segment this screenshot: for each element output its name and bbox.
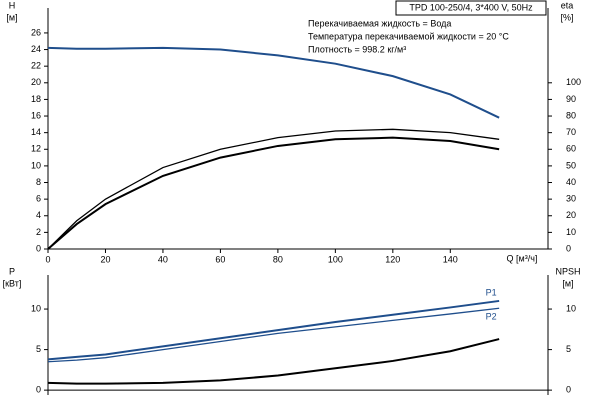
annotation: Температура перекачиваемой жидкости = 20…	[308, 31, 509, 41]
y-tick-label: 12	[31, 144, 41, 154]
y2-tick-label: 5	[566, 344, 571, 354]
curve	[47, 46, 500, 119]
y-tick-label: 14	[31, 127, 41, 137]
y2-tick-label: 50	[566, 160, 576, 170]
y2-tick-label: 70	[566, 127, 576, 137]
y2-axis-label: [%]	[560, 12, 573, 22]
y-tick-label: 26	[31, 27, 41, 37]
y-axis-label: [кВт]	[3, 278, 22, 288]
y2-tick-label: 80	[566, 110, 576, 120]
y2-tick-label: 100	[566, 77, 581, 87]
y2-axis-label: NPSH	[555, 266, 580, 276]
y2-tick-label: 0	[566, 385, 571, 395]
y2-tick-label: 30	[566, 194, 576, 204]
y-tick-label: 24	[31, 44, 41, 54]
y-tick-label: 2	[36, 227, 41, 237]
y-tick-label: 18	[31, 94, 41, 104]
chart-title: TPD 100-250/4, 3*400 V, 50Hz	[409, 2, 533, 12]
y2-tick-label: 10	[566, 227, 576, 237]
x-tick-label: 140	[443, 254, 458, 264]
y2-tick-label: 60	[566, 144, 576, 154]
y-tick-label: 20	[31, 77, 41, 87]
y2-tick-label: 40	[566, 177, 576, 187]
y2-tick-label: 0	[566, 243, 571, 253]
y-tick-label: 22	[31, 61, 41, 71]
curve	[47, 338, 500, 385]
curve	[47, 136, 500, 250]
y-tick-label: 10	[31, 303, 41, 313]
annotation: Перекачиваемая жидкость = Вода	[308, 18, 451, 28]
x-tick-label: 0	[45, 254, 50, 264]
y-axis-label: H	[9, 0, 16, 10]
y2-tick-label: 10	[566, 303, 576, 313]
x-tick-label: 40	[158, 254, 168, 264]
series-label: P2	[486, 312, 497, 322]
y-tick-label: 0	[36, 385, 41, 395]
x-tick-label: 60	[215, 254, 225, 264]
x-tick-label: 120	[385, 254, 400, 264]
y-tick-label: 0	[36, 243, 41, 253]
y2-axis-label: eta	[561, 0, 574, 10]
x-tick-label: 100	[328, 254, 343, 264]
y2-axis-label: [м]	[562, 278, 573, 288]
y-tick-label: 4	[36, 210, 41, 220]
y-tick-label: 5	[36, 344, 41, 354]
x-tick-label: 80	[273, 254, 283, 264]
x-tick-label: 20	[100, 254, 110, 264]
y-axis-label: [м]	[6, 12, 17, 22]
annotation: Плотность = 998.2 кг/м³	[308, 44, 406, 54]
y-axis-label: P	[9, 266, 15, 276]
curve	[47, 299, 500, 361]
y2-tick-label: 20	[566, 210, 576, 220]
curve	[47, 307, 500, 363]
y-tick-label: 10	[31, 160, 41, 170]
title-box	[395, 0, 547, 16]
x-axis-label: Q [м³/ч]	[507, 253, 538, 263]
y-tick-label: 6	[36, 194, 41, 204]
series-label: P1	[486, 287, 497, 297]
curve	[47, 128, 500, 250]
y2-tick-label: 90	[566, 94, 576, 104]
y-tick-label: 16	[31, 110, 41, 120]
y-tick-label: 8	[36, 177, 41, 187]
